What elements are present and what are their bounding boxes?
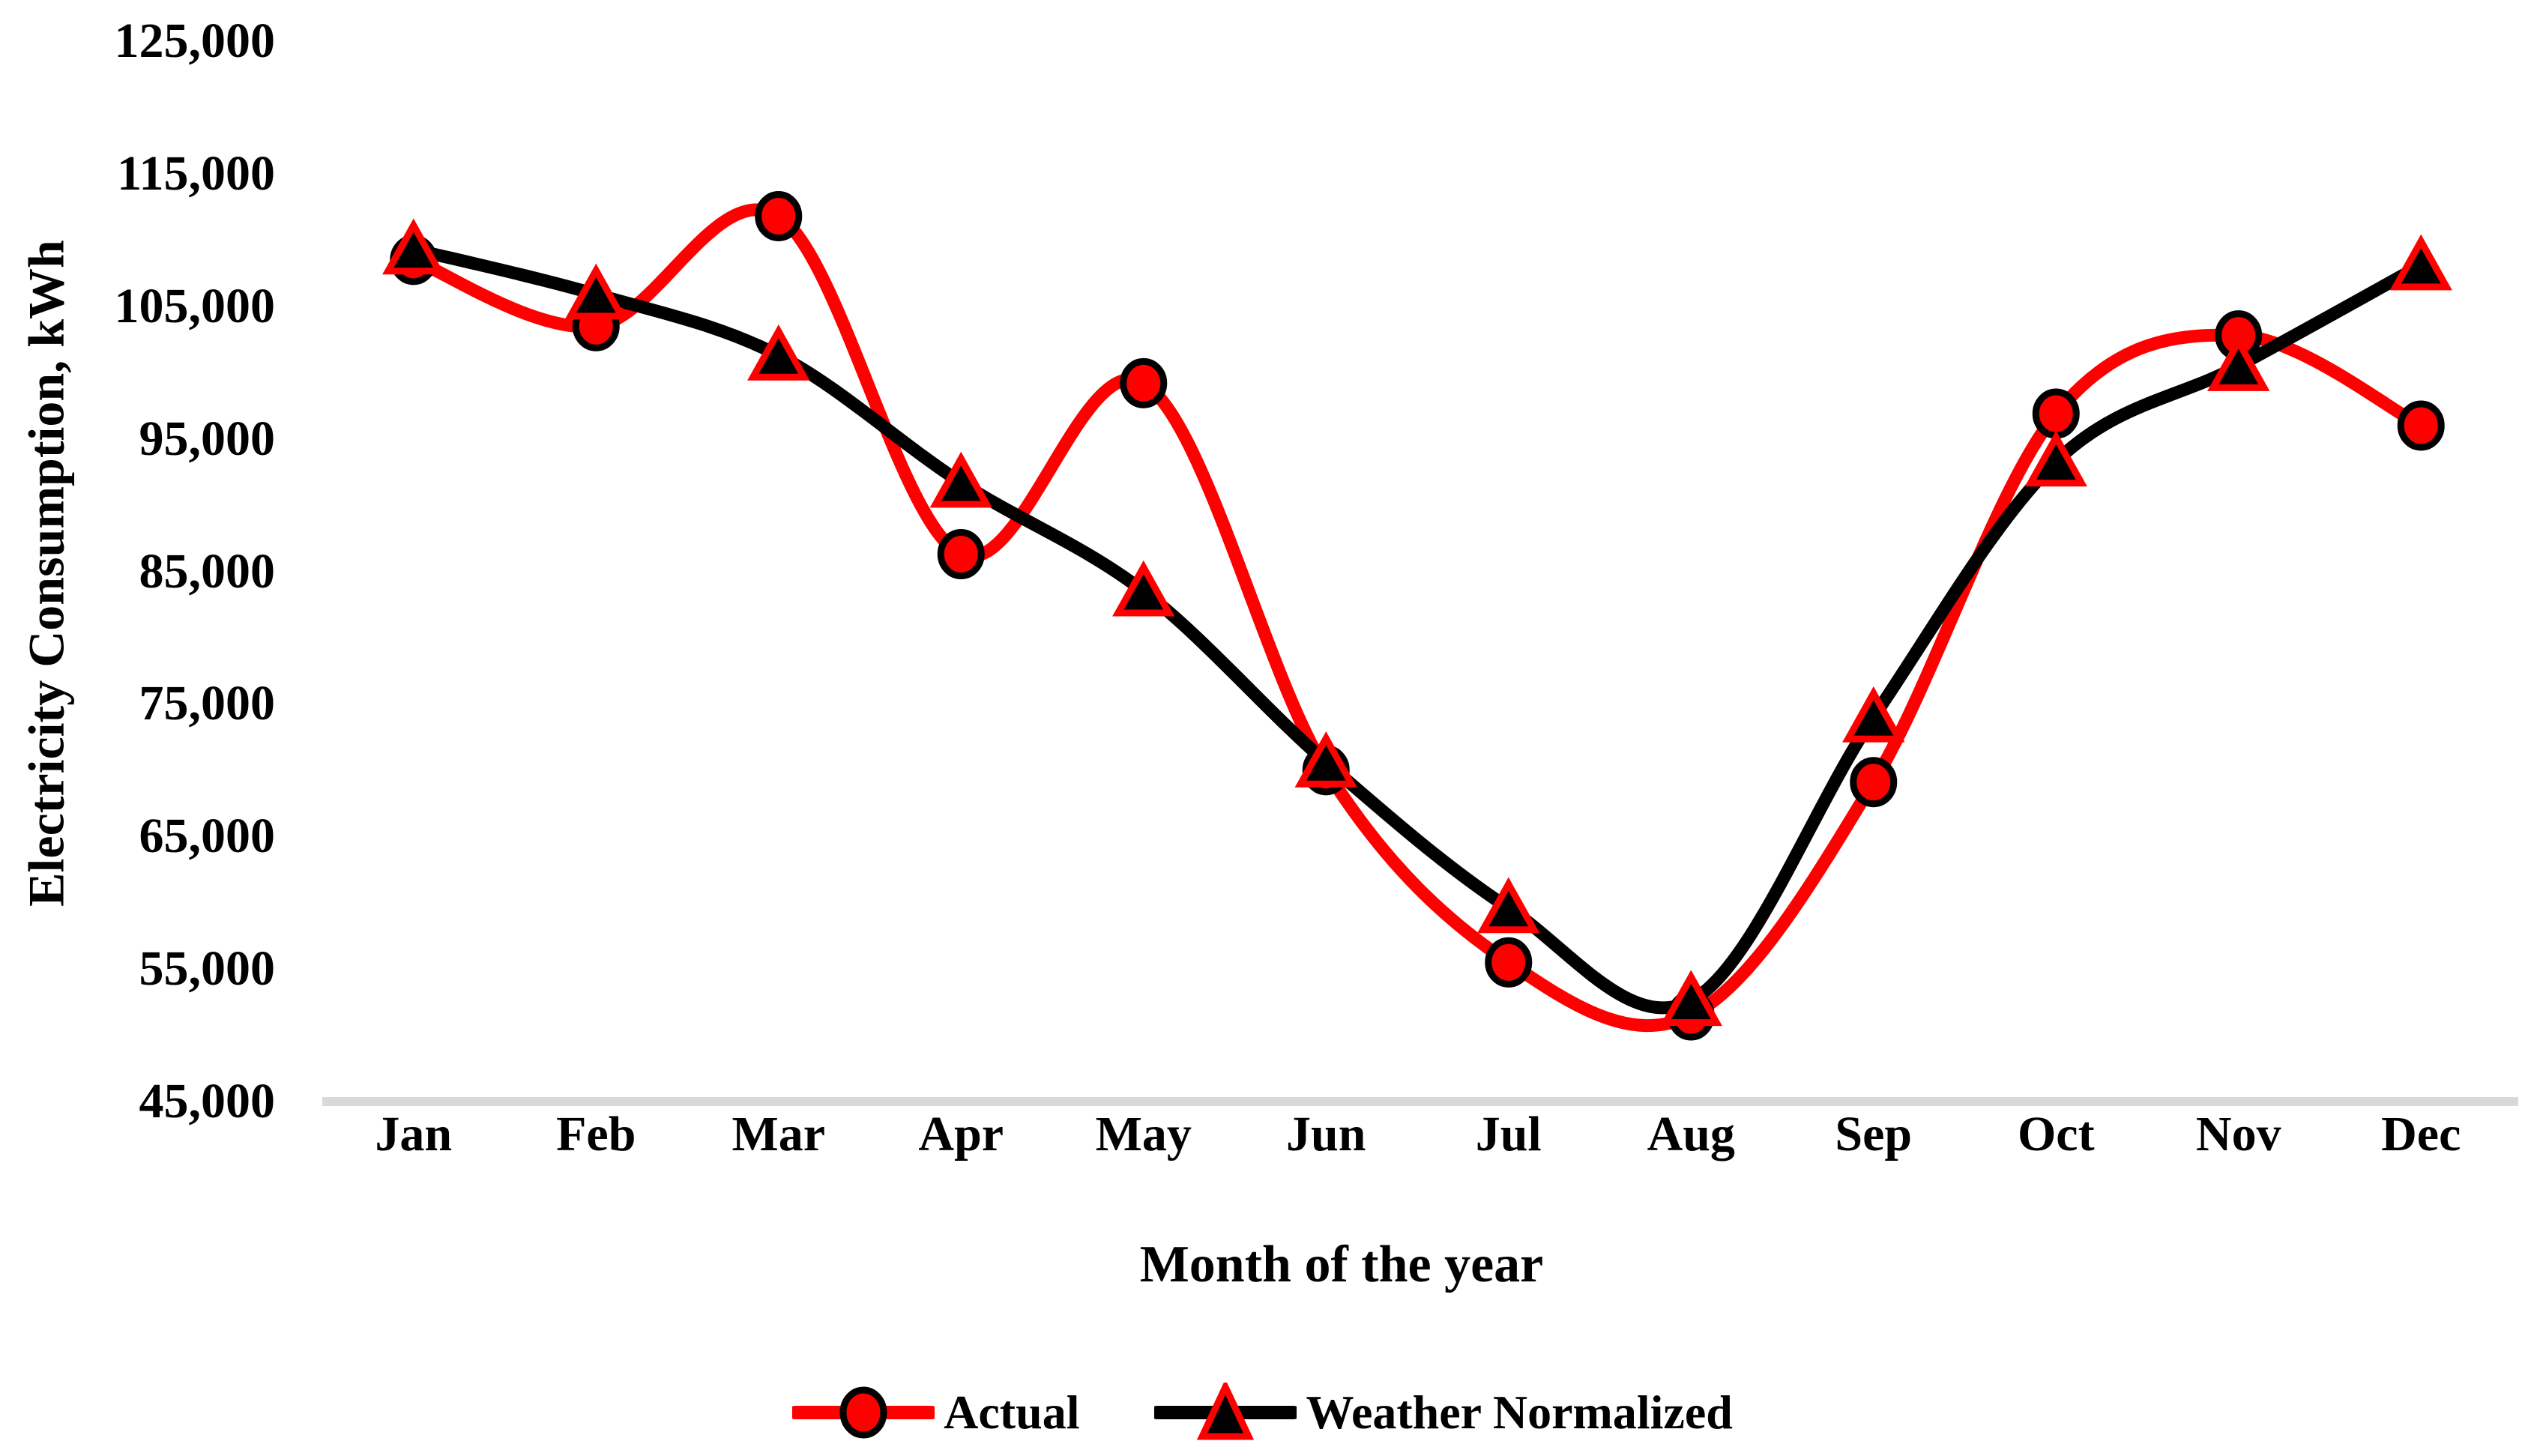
legend-item-weather-normalized: Weather Normalized — [1154, 1383, 1733, 1443]
weather-normalized-marker-jul — [1477, 877, 1540, 934]
y-tick-label-45-000: 45,000 — [139, 1074, 276, 1129]
actual-marker-may — [1120, 357, 1168, 408]
weather-normalized-marker-oct — [2024, 430, 2087, 487]
x-tick-label-nov: Nov — [2195, 1107, 2281, 1162]
legend-item-actual: Actual — [792, 1383, 1079, 1443]
x-tick-label-feb: Feb — [556, 1107, 636, 1162]
x-tick-label-dec: Dec — [2381, 1107, 2461, 1162]
actual-marker-dec — [2397, 400, 2445, 451]
actual-marker-apr — [937, 529, 985, 580]
weather-normalized-line-triangle-icon — [1154, 1383, 1297, 1440]
actual-marker-jul — [1485, 937, 1533, 988]
x-tick-label-may: May — [1095, 1107, 1192, 1162]
legend-label-weather-normalized: Weather Normalized — [1306, 1386, 1733, 1439]
x-tick-label-apr: Apr — [918, 1107, 1004, 1162]
actual-marker-oct — [2032, 388, 2080, 439]
actual-line-circle-icon — [792, 1386, 935, 1439]
x-tick-label-jul: Jul — [1475, 1107, 1542, 1162]
y-tick-label-95-000: 95,000 — [139, 411, 276, 466]
actual-marker-mar — [755, 190, 803, 241]
y-tick-label-65-000: 65,000 — [139, 809, 276, 864]
x-tick-label-jan: Jan — [375, 1107, 453, 1162]
y-tick-label-75-000: 75,000 — [139, 676, 276, 731]
legend: Actual Weather Normalized — [0, 1383, 2525, 1443]
weather-normalized-marker-nov — [2207, 335, 2270, 391]
x-tick-label-aug: Aug — [1647, 1107, 1735, 1162]
y-tick-label-105-000: 105,000 — [114, 278, 276, 333]
weather-normalized-marker-dec — [2389, 234, 2452, 291]
y-tick-label-115-000: 115,000 — [117, 145, 275, 201]
x-tick-label-mar: Mar — [731, 1107, 826, 1162]
actual-marker-sep — [1850, 757, 1898, 808]
weather-normalized-marker-aug — [1659, 970, 1722, 1027]
y-tick-label-85-000: 85,000 — [139, 543, 276, 599]
weather-normalized-marker-sep — [1842, 686, 1905, 743]
y-tick-label-55-000: 55,000 — [139, 941, 276, 997]
weather-normalized-marker-jan — [382, 218, 445, 275]
x-axis-title: Month of the year — [1139, 1236, 1544, 1293]
weather-normalized-marker-feb — [564, 263, 627, 320]
weather-normalized-marker-apr — [929, 451, 992, 508]
weather-normalized-marker-may — [1112, 560, 1175, 617]
legend-label-actual: Actual — [944, 1386, 1080, 1439]
x-tick-label-sep: Sep — [1835, 1107, 1913, 1162]
weather-normalized-marker-mar — [747, 324, 810, 381]
x-tick-label-jun: Jun — [1286, 1107, 1366, 1162]
x-tick-label-oct: Oct — [2017, 1107, 2095, 1162]
y-tick-label-125-000: 125,000 — [114, 13, 276, 68]
weather-normalized-marker-jun — [1294, 731, 1357, 788]
